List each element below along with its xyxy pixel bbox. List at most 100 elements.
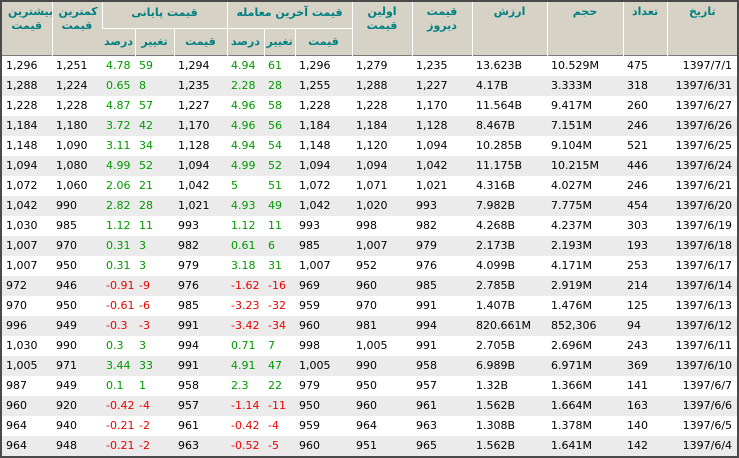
cell-highest-price: 1,007 [6,238,38,252]
cell-value: 2.173B [476,238,516,252]
cell-count: 454 [627,198,649,212]
cell-lowest-price: 950 [56,258,77,272]
cell-yesterday-price: 1,227 [416,78,448,92]
cell-date: 1397/6/6 [682,398,733,412]
cell-value: 11.175B [476,158,523,172]
cell-count: 369 [627,358,649,372]
cell-last-trade-change: -4 [268,418,279,432]
cell-closing-change: -6 [139,298,150,312]
cell-last-trade-change: -34 [268,318,286,332]
cell-closing-price: 1,094 [178,158,210,172]
cell-closing-change: 34 [139,138,153,152]
cell-yesterday-price: 961 [416,398,438,412]
cell-closing-price: 963 [178,438,199,452]
col-header-yesterday-price: قیمت دیروز [411,2,473,55]
cell-value: 1.32B [476,378,509,392]
cell-highest-price: 970 [6,298,27,312]
cell-count: 521 [627,138,649,152]
cell-closing-change: 3 [139,258,146,272]
cell-closing-price: 1,227 [178,98,210,112]
cell-last-trade-change: 47 [268,358,283,372]
cell-volume: 2.696M [551,338,593,352]
cell-closing-percent: 0.3 [106,338,124,352]
cell-closing-percent: 2.06 [106,178,131,192]
table-row: 1,072 1,060 2.06 21 1,042 5 51 1,072 1,071 1,021 4… [2,176,737,196]
cell-yesterday-price: 1,021 [416,178,448,192]
cell-closing-change: 3 [139,238,146,252]
cell-date: 1397/6/27 [675,98,733,112]
cell-date: 1397/6/18 [675,238,733,252]
cell-volume: 4.027M [551,178,593,192]
cell-last-trade-percent: 4.91 [231,358,256,372]
table-row: 1,030 985 1.12 11 993 1.12 11 993 998 982 4.268B 4.… [2,216,737,236]
cell-date: 1397/6/7 [682,378,733,392]
cell-first-price: 990 [356,358,378,372]
cell-lowest-price: 1,090 [56,138,88,152]
cell-date: 1397/6/20 [675,198,733,212]
cell-closing-percent: 4.87 [106,98,131,112]
cell-value: 8.467B [476,118,516,132]
cell-volume: 9.104M [551,138,593,152]
cell-highest-price: 1,005 [6,358,38,372]
cell-closing-change: 59 [135,54,174,76]
cell-closing-percent: -0.21 [106,438,135,452]
cell-value: 11.564B [476,98,523,112]
cell-closing-price: 957 [178,398,199,412]
cell-last-trade-change: 54 [268,138,283,152]
cell-lowest-price: 990 [56,338,77,352]
col-header-date: تاریخ [666,2,737,55]
cell-closing-price: 961 [178,418,199,432]
cell-highest-price: 964 [6,418,27,432]
table-row: 1,005 971 3.44 33 991 4.91 47 1,005 990 958 6.989B… [2,355,737,376]
table-row: 1,184 1,180 3.72 42 1,170 4.96 56 1,184 1,184 1,1… [2,115,737,136]
cell-closing-price: 958 [178,378,199,392]
cell-first-price: 1,094 [356,158,388,172]
cell-closing-percent: 0.31 [106,258,131,272]
cell-last-trade-price: 1,184 [299,118,331,132]
cell-count: 303 [627,218,649,232]
cell-count: 193 [627,238,649,252]
cell-count: 253 [627,258,649,272]
cell-highest-price: 1,042 [6,198,38,212]
cell-last-trade-percent: -3.42 [231,318,260,332]
cell-lowest-price: 1,251 [52,54,102,76]
cell-last-trade-change: 11 [268,218,283,232]
cell-volume: 7.151M [551,118,593,132]
cell-lowest-price: 990 [56,198,77,212]
cell-closing-price: 1,042 [178,178,210,192]
cell-first-price: 1,007 [356,238,388,252]
cell-lowest-price: 940 [56,418,77,432]
cell-last-trade-change: -11 [268,398,286,412]
cell-highest-price: 1,288 [6,78,38,92]
cell-last-trade-percent: 3.18 [231,258,256,272]
cell-value: 7.982B [476,198,516,212]
col-header-first-price: اولین قیمت [351,2,413,55]
cell-last-trade-price: 950 [299,398,321,412]
cell-last-trade-percent: 4.99 [231,158,256,172]
cell-closing-percent: 4.78 [102,54,135,76]
table-header: بیشترین قیمت کمترین قیمت قیمت پایانی قیم… [2,2,737,55]
cell-count: 475 [623,54,668,76]
col-header-closing-price: قیمت [173,28,228,55]
cell-lowest-price: 949 [56,318,77,332]
cell-closing-percent: 1.12 [106,218,131,232]
cell-yesterday-price: 963 [416,418,438,432]
col-header-last-trade-change: تغییر [263,28,296,55]
cell-lowest-price: 920 [56,398,77,412]
table-row: 1,094 1,080 4.99 52 1,094 4.99 52 1,094 1,094 1,0… [2,155,737,176]
cell-closing-change: -2 [139,438,150,452]
cell-closing-change: -2 [139,418,150,432]
cell-closing-percent: 2.82 [106,198,131,212]
cell-last-trade-percent: 2.3 [231,378,249,392]
cell-last-trade-change: 51 [268,178,283,192]
cell-yesterday-price: 958 [416,358,438,372]
table-row: 1,228 1,228 4.87 57 1,227 4.96 58 1,228 1,228 1,1… [2,96,737,116]
cell-last-trade-change: 49 [268,198,283,212]
cell-yesterday-price: 993 [416,198,438,212]
cell-yesterday-price: 1,170 [416,98,448,112]
cell-volume: 9.417M [551,98,593,112]
cell-count: 140 [627,418,649,432]
cell-last-trade-percent: -0.42 [231,418,260,432]
cell-highest-price: 1,030 [6,338,38,352]
